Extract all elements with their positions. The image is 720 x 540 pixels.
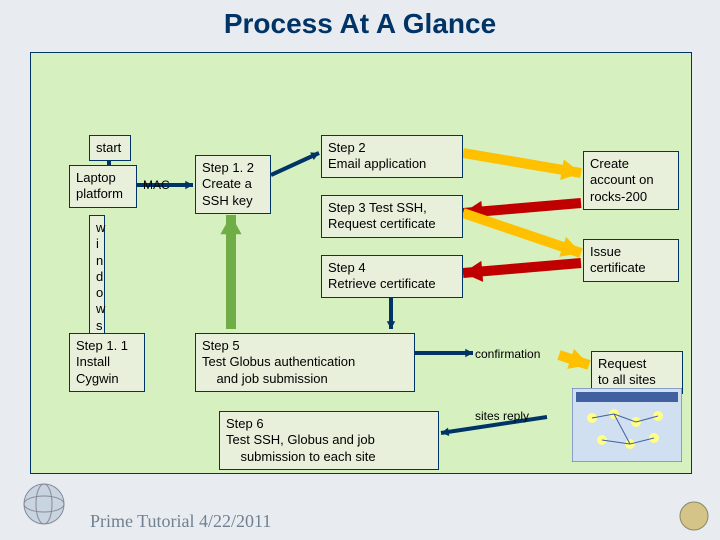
box-mac: MAC <box>143 178 177 192</box>
map-thumb <box>572 388 682 462</box>
box-start: start <box>89 135 131 161</box>
slide: Process At A Glance PRIME Student Cindy … <box>0 0 720 540</box>
box-s5: Step 5 Test Globus authentication and jo… <box>195 333 415 392</box>
box-s2: Step 2 Email application <box>321 135 463 178</box>
box-s4: Step 4 Retrieve certificate <box>321 255 463 298</box>
box-issue: Issue certificate <box>583 239 679 282</box>
box-s12: Step 1. 2 Create a SSH key <box>195 155 271 214</box>
box-sites_reply: sites reply <box>475 409 545 423</box>
box-s3: Step 3 Test SSH, Request certificate <box>321 195 463 238</box>
box-create: Create account on rocks-200 <box>583 151 679 210</box>
box-s11: Step 1. 1 Install Cygwin <box>69 333 145 392</box>
box-confirmation: confirmation <box>475 347 557 361</box>
slide-title: Process At A Glance <box>0 8 720 40</box>
box-windows: w i n d o w s <box>89 215 105 339</box>
globe-icon <box>14 480 74 530</box>
globe-icon-right <box>676 498 712 534</box>
box-laptop: Laptop platform <box>69 165 137 208</box>
box-s6: Step 6 Test SSH, Globus and job submissi… <box>219 411 439 470</box>
footer-text: Prime Tutorial 4/22/2011 <box>90 511 271 532</box>
